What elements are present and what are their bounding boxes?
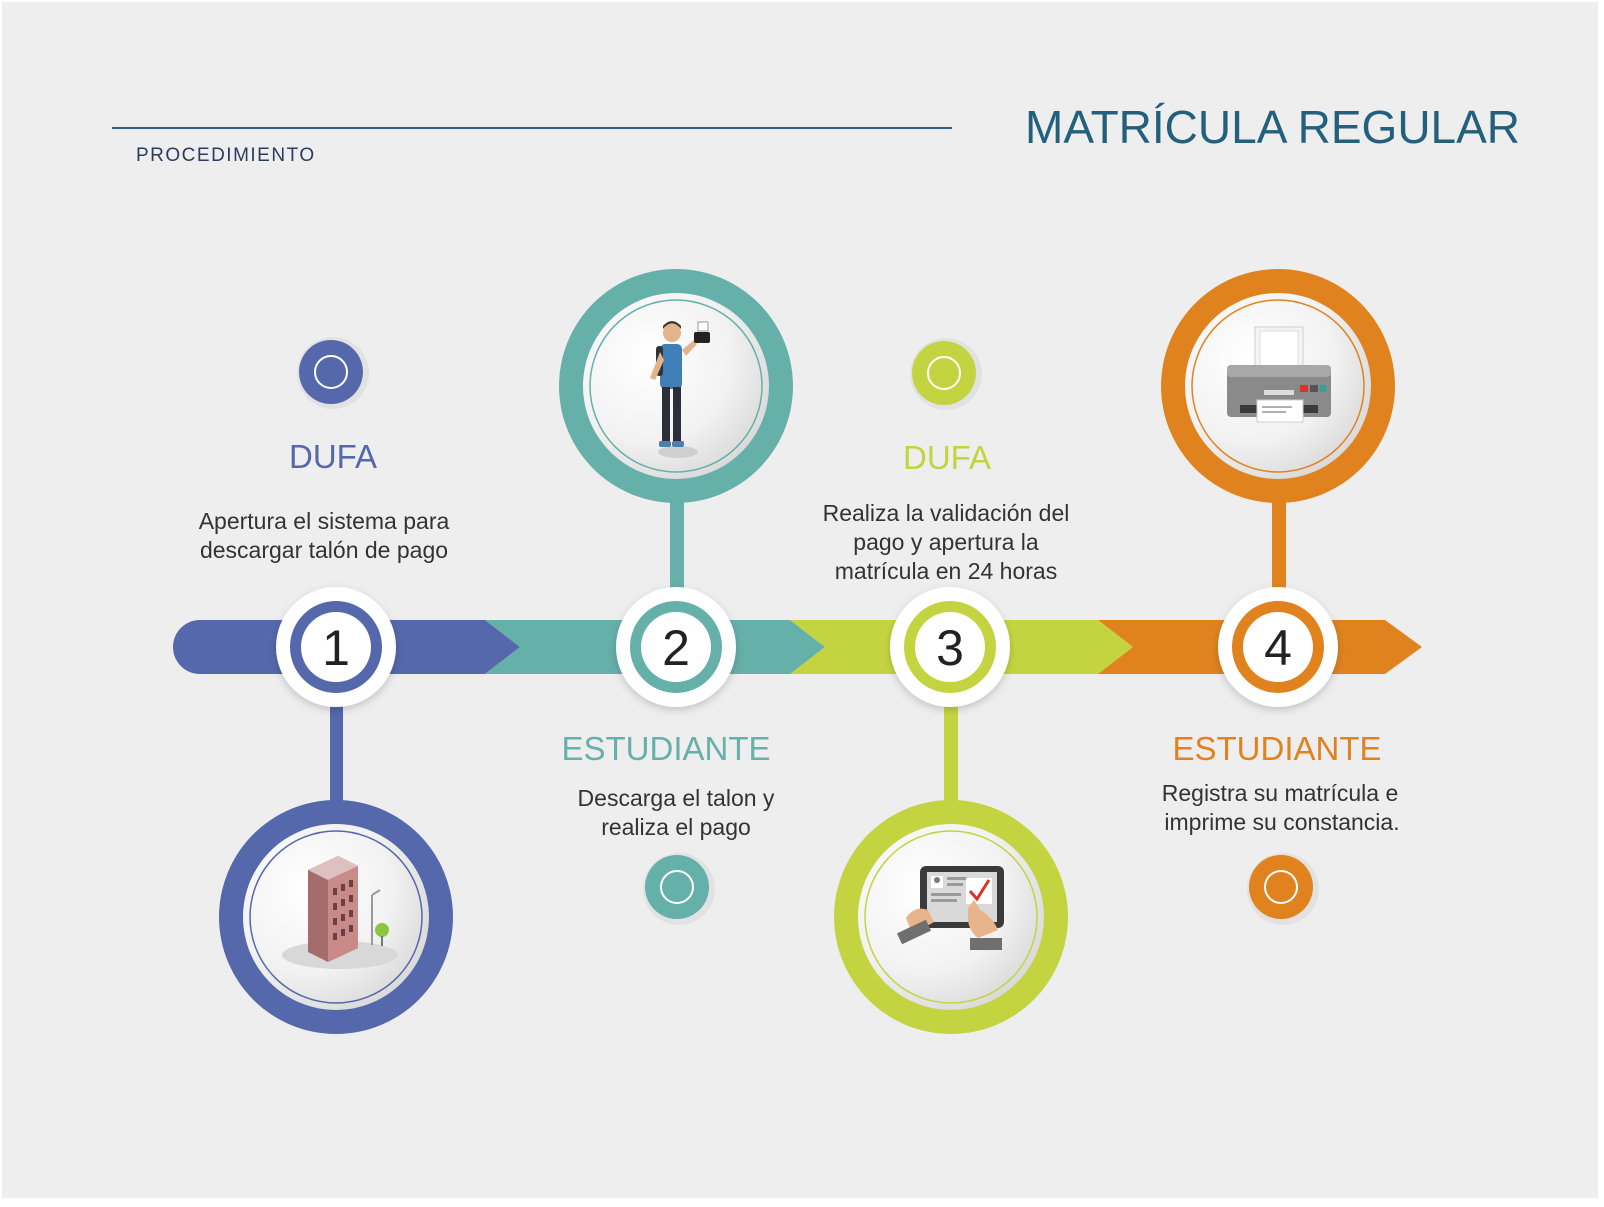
step-3: DUFA Realiza la validación del pago y ap… xyxy=(823,338,1070,1034)
step-1-number: 1 xyxy=(322,620,350,676)
step-2-bullet xyxy=(645,855,709,919)
step-1: 1 DUFA Apertura el sistema para descarga… xyxy=(199,337,453,1034)
step-3-bullet xyxy=(912,341,976,405)
step-4-desc-line-2: imprime su constancia. xyxy=(1164,809,1399,835)
step-1-bullet xyxy=(299,340,363,404)
step-4-bullet xyxy=(1249,855,1313,919)
section-label: PROCEDIMIENTO xyxy=(136,145,316,166)
step-4-connector xyxy=(1272,495,1286,595)
step-4-number: 4 xyxy=(1264,620,1292,676)
step-1-desc-line-2: descargar talón de pago xyxy=(200,537,448,563)
step-1-connector xyxy=(330,700,343,810)
tablet-checklist-icon xyxy=(896,866,1004,950)
office-building-icon xyxy=(282,856,398,969)
step-2-connector xyxy=(670,495,684,595)
step-3-desc-line-3: matrícula en 24 horas xyxy=(835,558,1057,584)
printer-icon xyxy=(1227,326,1331,423)
step-4-actor: ESTUDIANTE xyxy=(1172,730,1381,767)
step-3-number: 3 xyxy=(936,620,964,676)
step-3-connector xyxy=(944,700,958,805)
step-2-desc-line-2: realiza el pago xyxy=(601,814,751,840)
page-title: MATRÍCULA REGULAR xyxy=(1025,101,1520,153)
step-2: 2 ESTUDIANTE Descarga el talon y realiza… xyxy=(559,269,793,925)
step-4-desc-line-1: Registra su matrícula e xyxy=(1162,780,1398,806)
student-with-phone-icon xyxy=(650,321,710,458)
step-2-number: 2 xyxy=(662,620,690,676)
step-1-desc-line-1: Apertura el sistema para xyxy=(199,508,450,534)
step-1-actor: DUFA xyxy=(289,438,377,475)
step-4: 4 ESTUDIANTE Registra su matrícula e imp… xyxy=(1161,269,1400,925)
step-3-desc-line-1: Realiza la validación del xyxy=(823,500,1070,526)
step-2-actor: ESTUDIANTE xyxy=(561,730,770,767)
step-2-desc-line-1: Descarga el talon y xyxy=(578,785,775,811)
step-3-actor: DUFA xyxy=(903,439,991,476)
step-3-desc-line-2: pago y apertura la xyxy=(853,529,1039,555)
